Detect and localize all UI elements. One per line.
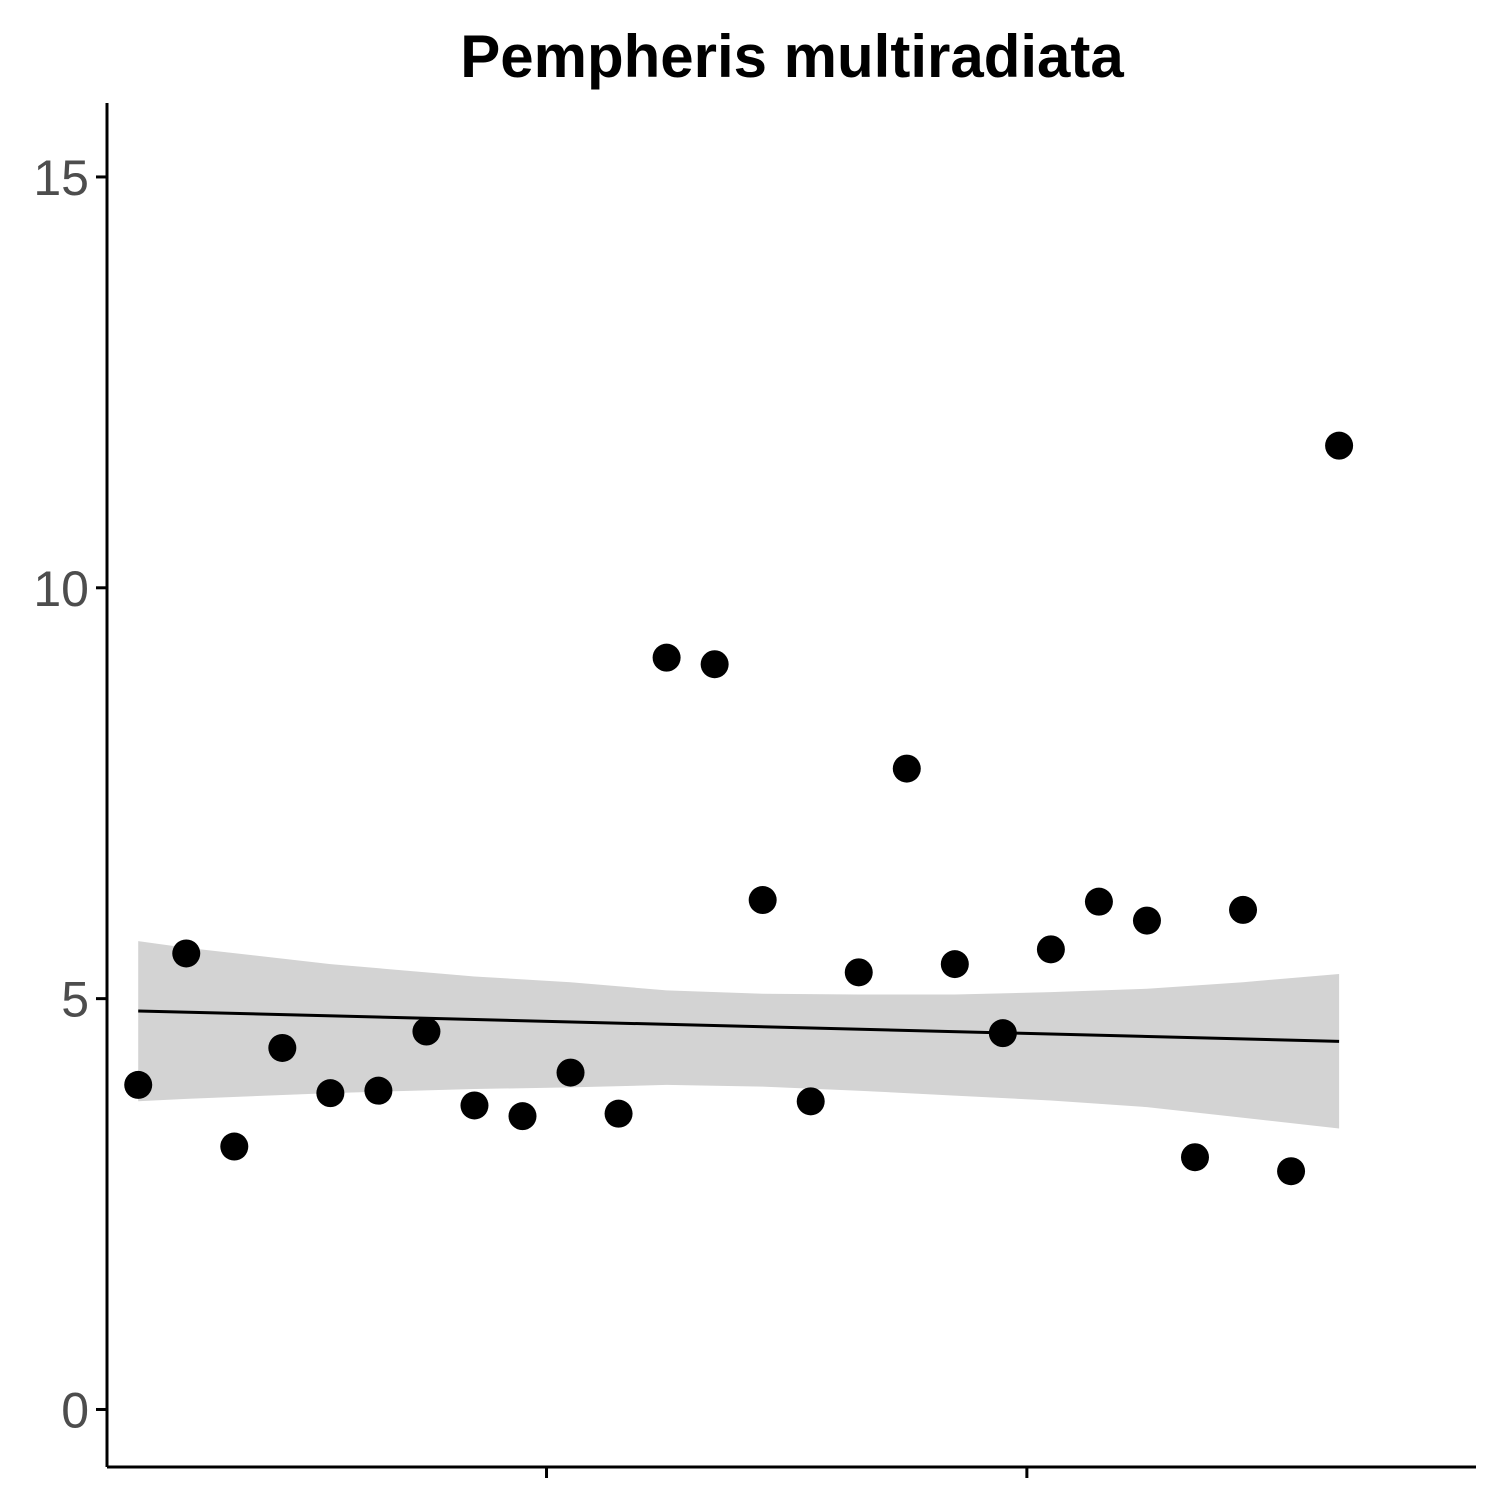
axes-layer: 0 5 10 15 [33,103,1476,1478]
data-point [1325,431,1354,460]
y-tick-label: 10 [33,561,89,617]
chart-title: Pempheris multiradiata [460,23,1124,90]
data-point [316,1079,345,1108]
data-point [1132,906,1161,935]
points-layer [124,431,1354,1186]
trend-line-layer [138,1009,1340,1043]
data-point [172,939,201,968]
trend-line [138,1009,1340,1043]
data-point [460,1091,489,1120]
y-tick-label: 15 [33,150,89,206]
data-point [412,1017,441,1046]
data-point [700,650,729,679]
confidence-band [138,941,1340,1129]
data-point [988,1019,1017,1048]
y-tick-label: 5 [61,972,89,1028]
data-point [652,643,681,672]
data-point [556,1058,585,1087]
data-point [1180,1143,1209,1172]
data-point [268,1033,297,1062]
data-point [796,1087,825,1116]
data-point [220,1132,249,1161]
data-point [364,1076,393,1105]
data-point [748,886,777,915]
data-point [508,1102,537,1131]
y-tick-label: 0 [61,1382,89,1438]
data-point [124,1070,153,1099]
data-point [892,754,921,783]
confidence-band-layer [138,941,1340,1129]
data-point [1277,1157,1306,1186]
data-point [1084,887,1113,916]
data-point [1036,935,1065,964]
data-point [844,958,873,987]
data-point [604,1099,633,1128]
data-point [940,950,969,979]
data-point [1229,895,1258,924]
